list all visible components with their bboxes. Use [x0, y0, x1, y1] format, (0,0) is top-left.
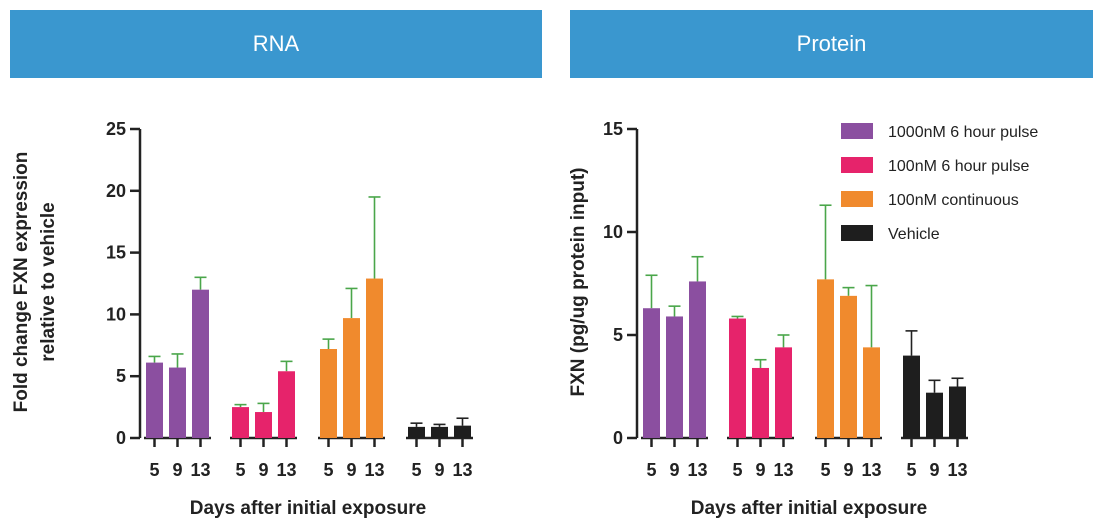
rna-x-tick-label: 5: [411, 460, 421, 480]
protein-x-tick-label: 5: [646, 460, 656, 480]
protein-panel-title: Protein: [796, 31, 867, 56]
rna-y-tick-label: 0: [116, 428, 126, 448]
rna-x-tick-label: 9: [346, 460, 356, 480]
rna-bar: [343, 318, 360, 438]
protein-bar: [643, 308, 660, 438]
legend-label: Vehicle: [888, 226, 940, 243]
rna-bar: [255, 412, 272, 438]
protein-x-tick-label: 9: [669, 460, 679, 480]
legend-label: 100nM 6 hour pulse: [888, 158, 1030, 175]
rna-bar: [408, 426, 425, 438]
rna-y-tick-label: 5: [116, 366, 126, 386]
rna-bar: [146, 362, 163, 438]
rna-x-tick-label: 5: [149, 460, 159, 480]
rna-bar: [192, 289, 209, 438]
rna-x-tick-label: 9: [258, 460, 268, 480]
rna-bar: [431, 426, 448, 438]
protein-x-tick-label: 9: [929, 460, 939, 480]
rna-bar: [278, 371, 295, 438]
protein-y-tick-label: 15: [603, 119, 623, 139]
protein-y-tick-label: 0: [613, 428, 623, 448]
rna-panel-title: RNA: [252, 31, 300, 56]
protein-x-tick-label: 13: [861, 460, 881, 480]
legend-label: 100nM continuous: [888, 192, 1019, 209]
protein-bar: [926, 392, 943, 438]
legend-swatch: [841, 123, 873, 139]
rna-y-tick-label: 15: [106, 243, 126, 263]
protein-bar: [817, 279, 834, 438]
rna-x-tick-label: 13: [452, 460, 472, 480]
protein-bar: [840, 295, 857, 438]
protein-bar: [949, 386, 966, 438]
rna-x-tick-label: 9: [172, 460, 182, 480]
rna-bar: [169, 367, 186, 438]
rna-y-axis-label: Fold change FXN expression: [11, 152, 32, 413]
rna-y-tick-label: 25: [106, 119, 126, 139]
legend-swatch: [841, 191, 873, 207]
protein-x-tick-label: 9: [755, 460, 765, 480]
rna-bar: [366, 278, 383, 438]
protein-x-tick-label: 5: [906, 460, 916, 480]
protein-x-axis-label: Days after initial exposure: [691, 498, 928, 519]
protein-y-axis-label: FXN (pg/ug protein input): [568, 167, 589, 396]
rna-x-tick-label: 5: [323, 460, 333, 480]
protein-x-tick-label: 13: [773, 460, 793, 480]
rna-bar: [320, 349, 337, 438]
protein-x-tick-label: 5: [820, 460, 830, 480]
protein-bar: [903, 355, 920, 438]
legend-swatch: [841, 157, 873, 173]
rna-x-tick-label: 13: [190, 460, 210, 480]
rna-y-axis-label: relative to vehicle: [38, 202, 59, 361]
legend-swatch: [841, 225, 873, 241]
protein-bar: [752, 367, 769, 438]
protein-y-tick-label: 10: [603, 222, 623, 242]
protein-x-tick-label: 5: [732, 460, 742, 480]
protein-x-tick-label: 9: [843, 460, 853, 480]
protein-bar: [863, 347, 880, 438]
protein-panel-header: Protein: [570, 10, 1093, 78]
rna-x-tick-label: 9: [434, 460, 444, 480]
rna-x-axis-label: Days after initial exposure: [190, 498, 427, 519]
protein-bar: [689, 281, 706, 438]
legend-label: 1000nM 6 hour pulse: [888, 124, 1038, 141]
protein-bar: [729, 318, 746, 438]
protein-y-tick-label: 5: [613, 325, 623, 345]
rna-x-tick-label: 13: [364, 460, 384, 480]
rna-x-tick-label: 5: [235, 460, 245, 480]
protein-x-tick-label: 13: [947, 460, 967, 480]
protein-x-tick-label: 13: [687, 460, 707, 480]
rna-x-tick-label: 13: [276, 460, 296, 480]
rna-y-tick-label: 20: [106, 181, 126, 201]
protein-bar: [775, 347, 792, 438]
rna-bar: [454, 425, 471, 438]
rna-bar: [232, 407, 249, 438]
rna-panel-header: RNA: [10, 10, 542, 78]
protein-bar: [666, 316, 683, 438]
rna-y-tick-label: 10: [106, 304, 126, 324]
